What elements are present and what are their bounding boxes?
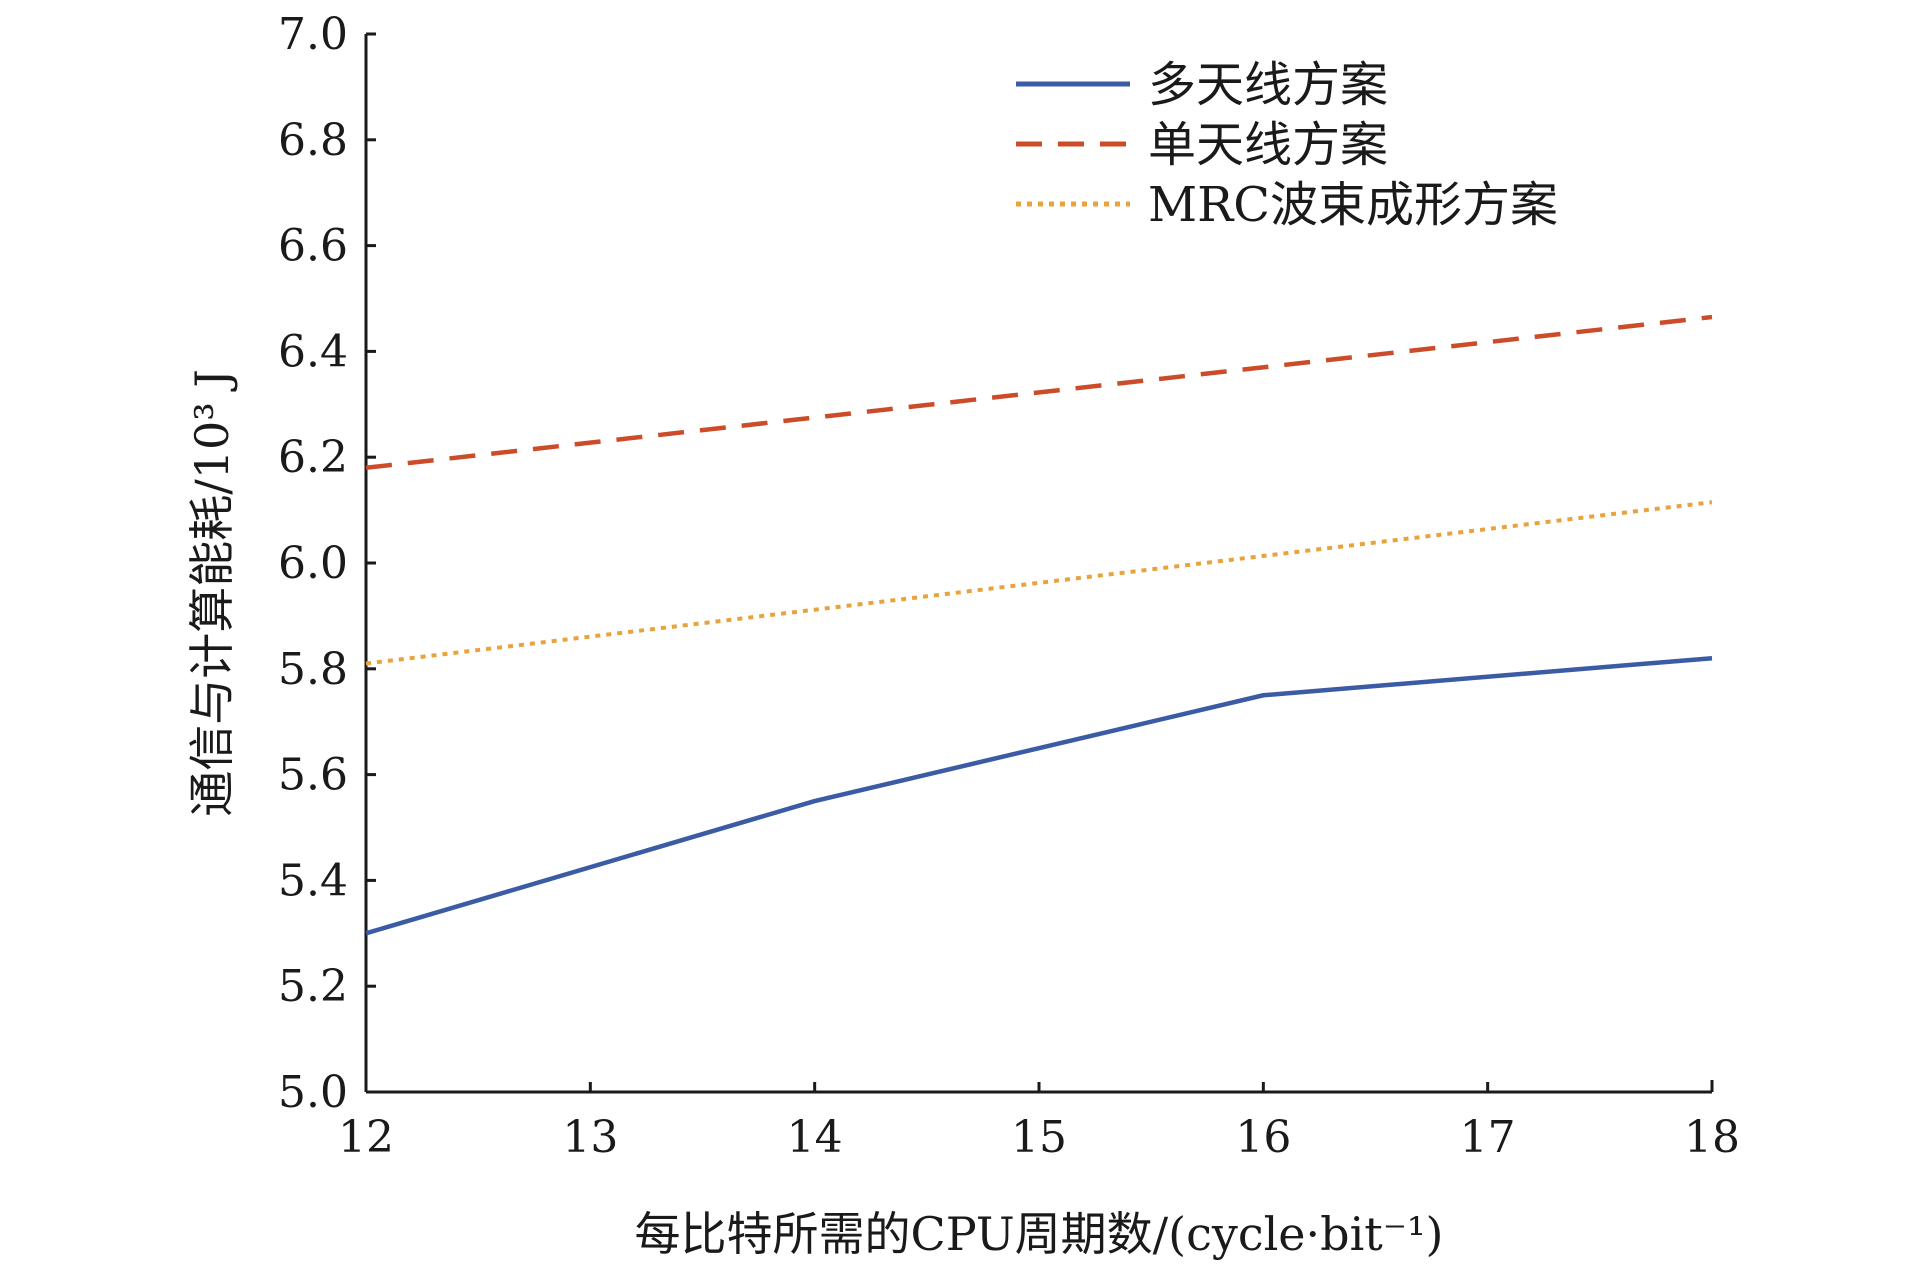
- y-tick-label: 5.2: [278, 961, 348, 1012]
- legend-label-3: MRC波束成形方案: [1148, 177, 1558, 233]
- y-tick-label: 5.4: [278, 855, 348, 906]
- series-line-2: [365, 314, 1713, 471]
- x-tick-label: 13: [562, 1112, 618, 1163]
- x-tick-label: 17: [1460, 1112, 1516, 1163]
- series-layer: [365, 314, 1713, 936]
- y-tick-label: 6.2: [278, 432, 348, 483]
- y-tick-label: 7.0: [278, 9, 348, 60]
- x-axis-title: 每比特所需的CPU周期数/(cycle·bit⁻¹): [635, 1207, 1444, 1261]
- y-tick-label: 6.8: [278, 115, 348, 166]
- axes: 5.0 5.2 5.4 5.6 5.8 6.0 6.2 6.4 6.6 6.8 7.0 12 13 14 1…: [278, 9, 1740, 1163]
- y-tick-label: 5.6: [278, 750, 348, 801]
- y-tick-label: 5.0: [278, 1067, 348, 1118]
- y-tick-label: 5.8: [278, 644, 348, 695]
- legend-label-2: 单天线方案: [1148, 117, 1388, 173]
- y-axis-title: 通信与计算能耗/10³ J: [185, 369, 239, 817]
- series-line-3: [365, 500, 1713, 666]
- x-tick-label: 14: [787, 1112, 843, 1163]
- y-tick-label: 6.6: [278, 221, 348, 272]
- legend-label-1: 多天线方案: [1148, 57, 1388, 113]
- x-tick-label: 16: [1235, 1112, 1291, 1163]
- x-tick-label: 12: [338, 1112, 394, 1163]
- x-tick-label: 18: [1684, 1112, 1740, 1163]
- y-tick-label: 6.4: [278, 326, 348, 377]
- series-line-1: [365, 655, 1713, 936]
- x-tick-label: 15: [1011, 1112, 1067, 1163]
- y-tick-label: 6.0: [278, 538, 348, 589]
